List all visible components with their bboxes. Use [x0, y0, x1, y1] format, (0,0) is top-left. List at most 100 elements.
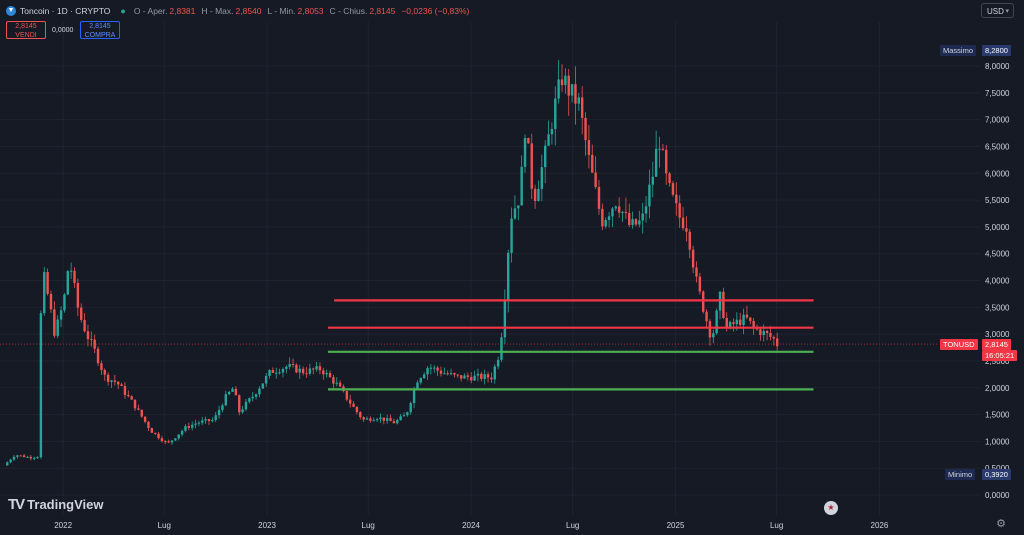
gear-icon[interactable]: ⚙ — [996, 518, 1006, 530]
chevron-down-icon: ▾ — [1005, 8, 1009, 15]
candle-body — [6, 462, 9, 466]
candle-body — [678, 203, 681, 218]
candle-body — [241, 409, 244, 413]
candle-body — [113, 380, 117, 382]
candle-body — [103, 370, 106, 375]
candle-body — [59, 310, 63, 320]
candle-body — [16, 455, 19, 457]
x-tick-label: 2023 — [258, 521, 276, 530]
candle-body — [197, 422, 201, 424]
candle-body — [765, 331, 769, 333]
candle-body — [691, 249, 695, 268]
candle-body — [167, 441, 170, 443]
toncoin-logo-icon: ▼ — [6, 6, 16, 16]
candle-body — [318, 366, 322, 371]
candle-body — [36, 457, 39, 459]
candle-body — [641, 213, 644, 221]
candle-body — [385, 418, 389, 421]
candle-body — [80, 307, 83, 320]
candle-body — [685, 228, 688, 232]
candle-body — [338, 382, 342, 387]
candle-body — [285, 366, 288, 369]
candle-body — [476, 373, 480, 376]
candle-body — [644, 206, 648, 214]
candle-body — [258, 388, 261, 395]
candle-body — [456, 374, 459, 376]
candle-body — [580, 97, 584, 118]
candle-body — [459, 375, 463, 379]
candle-body — [570, 84, 574, 96]
candle-body — [698, 276, 702, 292]
candle-body — [675, 194, 678, 204]
buy-button[interactable]: 2,8145 COMPRA — [80, 21, 120, 39]
candle-body — [483, 374, 486, 379]
candle-body — [308, 368, 312, 374]
candle-body — [332, 377, 335, 384]
candle-body — [301, 368, 305, 374]
candle-body — [466, 375, 470, 378]
candle-body — [681, 217, 685, 229]
candle-body — [520, 166, 523, 206]
candle-body — [127, 394, 130, 397]
candle-body — [147, 421, 150, 429]
candle-body — [315, 366, 318, 370]
candle-body — [43, 272, 46, 314]
y-tick-label: 3,5000 — [985, 303, 1010, 312]
candle-body — [507, 252, 510, 300]
candle-body — [470, 377, 473, 381]
high-value: 2,8540 — [235, 6, 262, 16]
candle-body — [278, 372, 281, 374]
close-label: C - Chius. — [329, 6, 368, 16]
candle-body — [194, 423, 197, 425]
us-flag-icon[interactable]: ★ — [824, 501, 838, 515]
low-label: L - Min. — [267, 6, 296, 16]
candle-body — [708, 321, 712, 338]
candle-body — [32, 457, 36, 459]
candle-body — [554, 98, 557, 130]
y-tick-label: 0,5000 — [985, 464, 1010, 473]
candle-body — [426, 368, 429, 375]
candle-body — [406, 412, 409, 416]
candle-body — [184, 426, 187, 431]
candle-body — [244, 401, 248, 410]
candle-body — [348, 399, 352, 404]
symbol-title[interactable]: Toncoin · 1D · CRYPTO — [20, 6, 111, 16]
candle-body — [513, 208, 517, 219]
x-tick-label: Lug — [362, 521, 375, 530]
candle-body — [715, 310, 718, 334]
candle-body — [449, 373, 453, 375]
buy-label: COMPRA — [84, 31, 116, 39]
candle-body — [227, 391, 231, 395]
candle-body — [594, 172, 597, 187]
candle-body — [560, 79, 564, 86]
candle-body — [611, 208, 614, 217]
candle-body — [624, 211, 628, 213]
change-value: −0,0236 (−0,83%) — [401, 6, 470, 16]
candle-body — [271, 369, 275, 373]
candle-body — [325, 372, 328, 375]
y-tick-label: 2,0000 — [985, 384, 1010, 393]
candle-body — [86, 331, 90, 340]
candle-body — [187, 426, 191, 428]
candle-body — [76, 282, 80, 308]
buy-price: 2,8145 — [89, 23, 111, 30]
candle-body — [39, 313, 43, 458]
candle-body — [248, 398, 251, 402]
candle-body — [49, 293, 53, 310]
candle-body — [722, 291, 725, 319]
currency-select[interactable]: USD ▾ — [981, 3, 1014, 18]
candle-body — [251, 396, 254, 399]
candle-body — [658, 148, 661, 150]
candle-body — [543, 145, 547, 168]
y-tick-label: 0,0000 — [985, 491, 1010, 500]
candle-body — [688, 231, 691, 250]
max-value-tag: 8,2800 — [982, 45, 1011, 56]
tradingview-logo[interactable]: TV TradingView — [8, 496, 104, 513]
candle-body — [604, 219, 607, 227]
candle-body — [436, 367, 439, 371]
candle-body — [375, 419, 379, 421]
y-tick-label: 5,0000 — [985, 223, 1010, 232]
sell-button[interactable]: 2,8145 VENDI — [6, 21, 46, 39]
candle-body — [614, 206, 618, 209]
